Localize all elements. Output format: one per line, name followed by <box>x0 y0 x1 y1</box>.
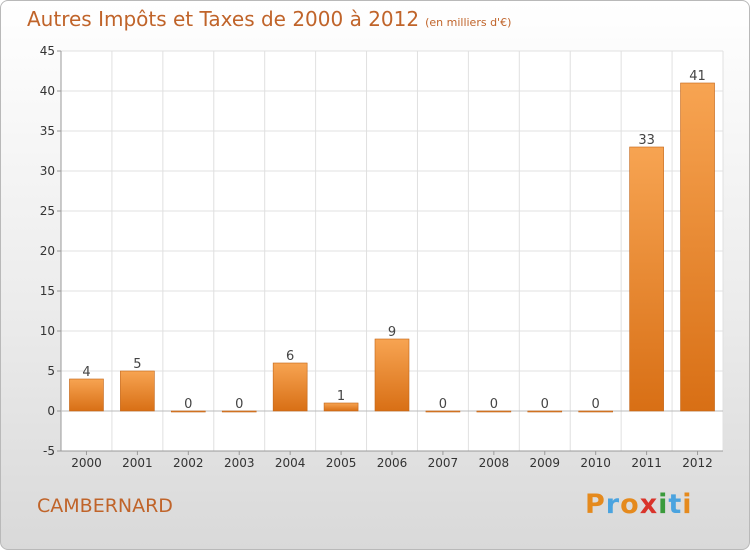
bar-2007 <box>425 410 461 413</box>
y-tick-label: 20 <box>40 244 55 258</box>
data-label-2008: 0 <box>490 397 498 412</box>
data-label-2000: 4 <box>82 365 90 380</box>
x-tick-label-2010: 2010 <box>580 456 611 470</box>
chart-subtitle: (en milliers d'€) <box>425 16 512 29</box>
y-tick-label: 15 <box>40 284 55 298</box>
data-label-2007: 0 <box>439 397 447 412</box>
x-tick-label-2011: 2011 <box>631 456 662 470</box>
bar-2003 <box>221 410 257 413</box>
data-label-2006: 9 <box>388 325 396 340</box>
x-tick-label-2007: 2007 <box>428 456 459 470</box>
logo-letter: i <box>658 489 669 520</box>
town-name: CAMBERNARD <box>37 495 173 517</box>
logo-letter: t <box>668 489 683 520</box>
data-label-2002: 0 <box>184 397 192 412</box>
y-tick-label: 45 <box>40 44 55 58</box>
logo-letter: o <box>620 489 640 520</box>
logo-letter: r <box>605 489 621 520</box>
data-label-2005: 1 <box>337 389 345 404</box>
bar-2011 <box>629 146 664 412</box>
x-tick-label-2002: 2002 <box>173 456 204 470</box>
y-tick-label: 0 <box>47 404 55 418</box>
x-tick-label-2001: 2001 <box>122 456 153 470</box>
y-tick-label: -5 <box>43 444 55 458</box>
bar-2002 <box>171 410 206 413</box>
logo-letter: x <box>639 489 659 520</box>
y-tick-label: 35 <box>40 124 55 138</box>
x-tick-label-2000: 2000 <box>71 456 102 470</box>
x-tick-label-2012: 2012 <box>682 456 713 470</box>
logo-letter: i <box>682 489 693 520</box>
bar-2004 <box>272 362 308 412</box>
data-label-2011: 33 <box>638 133 655 148</box>
x-tick-label-2004: 2004 <box>275 456 306 470</box>
data-label-2009: 0 <box>541 397 549 412</box>
x-tick-label-2009: 2009 <box>529 456 560 470</box>
chart-title-text: Autres Impôts et Taxes de 2000 à 2012 <box>27 7 420 31</box>
bar-2012 <box>680 82 715 412</box>
bar-2010 <box>578 410 613 413</box>
y-tick-label: 10 <box>40 324 55 338</box>
bar-2009 <box>527 410 563 413</box>
x-tick-label-2006: 2006 <box>377 456 408 470</box>
proxiti-logo[interactable]: Proxiti <box>585 489 693 520</box>
x-tick-label-2003: 2003 <box>224 456 255 470</box>
bar-2005 <box>323 402 359 412</box>
bar-2000 <box>69 378 104 412</box>
y-tick-label: 30 <box>40 164 55 178</box>
x-tick-label-2008: 2008 <box>479 456 510 470</box>
y-tick-label: 25 <box>40 204 55 218</box>
bars <box>69 82 715 413</box>
bar-2008 <box>476 410 512 413</box>
y-tick-label: 40 <box>40 84 55 98</box>
chart-title: Autres Impôts et Taxes de 2000 à 2012 (en… <box>27 7 511 31</box>
x-tick-label-2005: 2005 <box>326 456 357 470</box>
data-label-2003: 0 <box>235 397 243 412</box>
data-label-2012: 41 <box>689 69 706 84</box>
data-label-2004: 6 <box>286 349 294 364</box>
data-label-2010: 0 <box>592 397 600 412</box>
data-label-2001: 5 <box>133 357 141 372</box>
logo-letter: P <box>585 489 606 520</box>
data-labels: 4 5 0 0 6 1 9 0 0 0 0 33 41 <box>82 69 705 412</box>
bar-2001 <box>120 370 155 412</box>
y-tick-label: 5 <box>47 364 55 378</box>
bar-2006 <box>374 338 410 412</box>
